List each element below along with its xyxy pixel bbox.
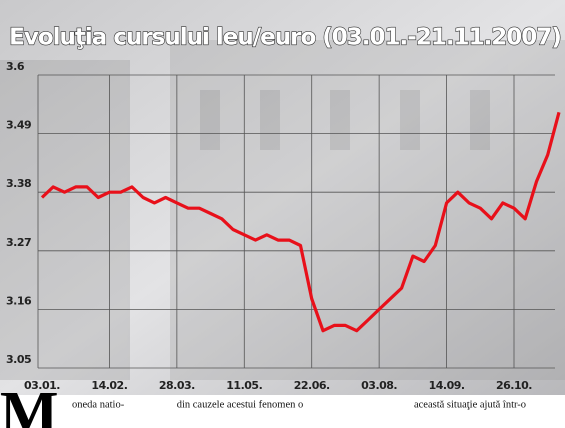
article-text: această situaţie ajută într-o xyxy=(414,399,526,410)
y-tick-label: 3.38 xyxy=(6,177,31,190)
article-text: oneda natio- xyxy=(72,399,125,410)
x-tick-label: 14.09. xyxy=(429,379,465,392)
chart-title: Evoluţia cursului leu/euro (03.01.-21.11… xyxy=(9,25,561,51)
x-tick-label: 22.06. xyxy=(294,379,330,392)
x-tick-label: 03.01. xyxy=(24,379,60,392)
y-tick-label: 3.6 xyxy=(6,60,25,73)
x-tick-label: 28.03. xyxy=(159,379,195,392)
y-tick-label: 3.49 xyxy=(6,119,31,132)
y-tick-label: 3.27 xyxy=(6,236,31,249)
x-tick-label: 03.08. xyxy=(361,379,397,392)
x-tick-label: 14.02. xyxy=(91,379,127,392)
y-tick-label: 3.05 xyxy=(6,353,31,366)
x-tick-label: 26.10. xyxy=(496,379,532,392)
article-text: din cauzele acestui fenomen o xyxy=(177,399,304,410)
y-tick-label: 3.16 xyxy=(6,294,32,307)
chart: Evoluţia cursului leu/euro (03.01.-21.11… xyxy=(0,0,565,428)
x-tick-label: 11.05. xyxy=(226,379,262,392)
